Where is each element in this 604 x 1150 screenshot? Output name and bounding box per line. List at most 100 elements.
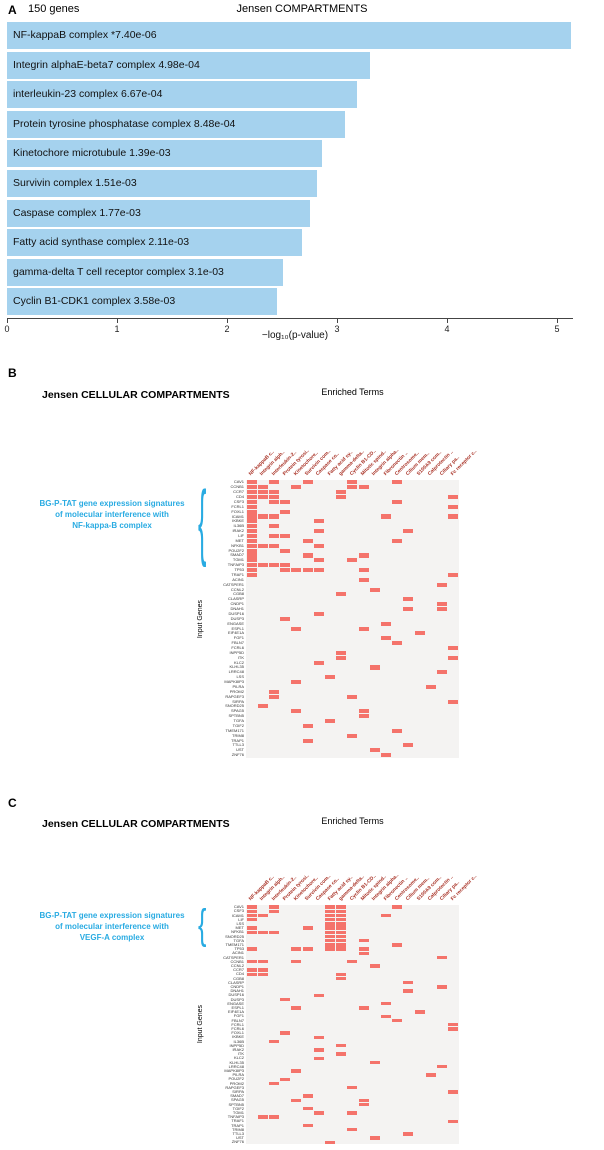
heatmap-cell [246,490,257,495]
heatmap-cell [392,943,403,947]
row-label: SNORD25 [225,933,244,939]
heatmap-cell [448,1090,459,1094]
row-label: LRRC48 [228,669,244,675]
row-label: MAPK8IP3 [224,679,244,685]
row-label: TP53 [234,946,244,952]
row-label: LSS [236,674,244,680]
heatmap-cell [268,524,280,529]
bar-label: Cyclin B1-CDK1 complex 3.58e-03 [13,295,176,308]
row-label: ITK [237,654,244,660]
bar-label: Kinetochore microtubule 1.39e-03 [13,147,171,160]
row-label: CNDP1 [230,983,244,989]
heatmap-cell [369,587,380,592]
heatmap-cell [246,519,257,524]
heatmap-cell [324,922,336,926]
heatmap-cell [336,922,347,926]
bar-label: NF-kappaB complex *7.40e-06 [13,29,157,41]
row-label: KLHL35 [229,664,244,670]
row-label: IKBKE [232,518,244,524]
heatmap-cell [302,1094,313,1098]
row-label: SPAG5 [230,1097,244,1103]
heatmap-cell [302,568,313,573]
row-label: TGM1 [232,1109,244,1115]
heatmap-cell [246,485,257,490]
heatmap-cell [448,572,459,577]
row-label: POU2F2 [228,1076,244,1082]
x-tick [557,319,558,323]
heatmap-cell [280,563,291,568]
heatmap-cell [358,568,369,573]
heatmap-cell [336,926,347,930]
x-tick [117,319,118,323]
heatmap-cell [268,499,280,504]
heatmap-grid [246,905,459,1145]
heatmap-cell [268,689,280,694]
heatmap-cell [268,930,280,934]
heatmap-cell [392,905,403,909]
heatmap-cell [336,1044,347,1048]
row-label: DUSP16 [228,992,244,998]
row-label: FCRL1 [231,1021,244,1027]
row-label: SMAD7 [230,552,244,558]
row-label: IL36B [233,523,244,529]
heatmap-cell [268,694,280,699]
row-label: TRAF1 [231,1118,244,1124]
row-label: CCNB1 [230,958,244,964]
heatmap-cell [246,529,257,534]
heatmap-cell [257,495,268,500]
heatmap-cell [268,1039,280,1044]
annotation-line: of molecular interference with [55,922,169,932]
heatmap-cell [257,913,268,918]
heatmap-cell [268,543,280,548]
heatmap-cell [436,955,448,960]
panel-c-letter: C [8,796,17,810]
row-label: CCNL2 [230,962,244,968]
row-label: ZNF76 [231,752,244,758]
heatmap-cell [358,626,369,631]
heatmap-cell [246,495,257,500]
row-label: SPTBN5 [228,1101,244,1107]
panel-b-annotation: BG-P-TAT gene expression signatures of m… [26,498,198,532]
heatmap-cell [324,947,336,951]
heatmap-cell [280,533,291,539]
row-label: CD4 [235,494,244,500]
row-label: PILRA [232,683,244,689]
row-label: TTLL3 [232,742,244,748]
heatmap-cell [291,1006,302,1010]
heatmap-cell [324,913,336,918]
heatmap-cell [280,616,291,621]
heatmap-cell [302,538,313,543]
heatmap-cell [280,509,291,514]
heatmap-cell [436,602,448,607]
heatmap-cell [324,909,336,913]
row-label: FGF1 [233,1013,244,1019]
heatmap-cell [380,913,392,918]
row-label: IRAK2 [232,528,244,534]
heatmap-cell [336,495,347,500]
heatmap-cell [313,558,324,563]
heatmap-cell [268,514,280,519]
row-label: FOXL1 [231,1030,244,1036]
heatmap-cell [246,499,257,504]
row-label: CCNL2 [230,586,244,592]
heatmap-cell [392,641,403,646]
heatmap-cell [414,631,425,636]
heatmap-cell [448,504,459,509]
annotation-line: NF-kappa-B complex [72,521,152,531]
heatmap-cell [369,964,380,968]
row-label: FGF1 [233,635,244,641]
heatmap-cell [448,495,459,500]
row-label: CCNB1 [230,484,244,490]
bar [7,199,310,227]
row-label: FCRL6 [231,645,244,650]
heatmap-cell [392,538,403,543]
heatmap-cell [302,926,313,930]
heatmap-cell [369,748,380,753]
heatmap-cell [280,1077,291,1081]
group-brace: { [198,900,207,948]
heatmap-cell [291,1069,302,1073]
row-label: TGFA [233,718,244,724]
row-label: CATSPER1 [223,954,244,960]
row-label: PROM2 [229,1080,244,1086]
heatmap-cell [291,626,302,631]
